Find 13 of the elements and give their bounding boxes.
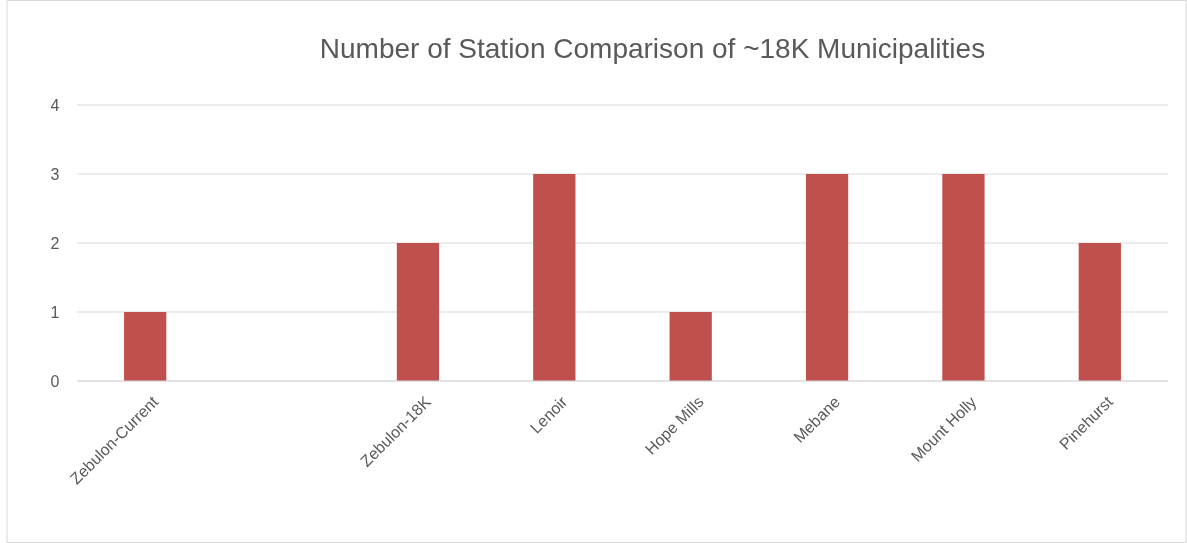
- bar: [1078, 243, 1121, 381]
- bar: [942, 174, 985, 381]
- bar: [124, 312, 167, 381]
- bar: [533, 174, 576, 381]
- y-tick-label: 3: [50, 165, 60, 183]
- y-tick-label: 1: [50, 303, 60, 321]
- y-tick-label: 4: [50, 96, 60, 114]
- bar: [669, 312, 712, 381]
- chart-title: Number of Station Comparison of ~18K Municipalities: [319, 33, 986, 64]
- bar: [396, 243, 440, 381]
- y-tick-label: 0: [50, 372, 60, 390]
- y-tick-label: 2: [50, 234, 60, 252]
- bar: [805, 174, 849, 381]
